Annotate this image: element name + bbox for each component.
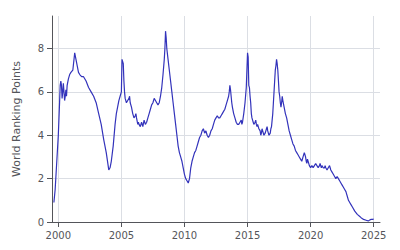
svg-text:2010: 2010: [172, 230, 197, 241]
svg-text:2020: 2020: [298, 230, 323, 241]
svg-text:World Ranking Points: World Ranking Points: [10, 61, 23, 177]
svg-text:8: 8: [38, 43, 44, 54]
svg-text:6: 6: [38, 86, 44, 97]
svg-text:2005: 2005: [109, 230, 134, 241]
svg-text:2: 2: [38, 173, 44, 184]
svg-text:4: 4: [38, 130, 44, 141]
svg-text:2025: 2025: [361, 230, 386, 241]
svg-text:2015: 2015: [235, 230, 260, 241]
svg-text:2000: 2000: [46, 230, 71, 241]
svg-text:0: 0: [38, 217, 44, 228]
